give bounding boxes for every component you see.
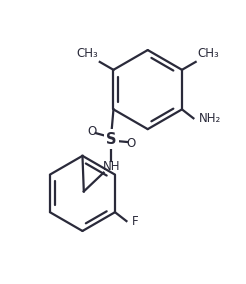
Text: F: F <box>131 215 138 227</box>
Text: O: O <box>87 125 96 138</box>
Text: CH₃: CH₃ <box>198 47 219 60</box>
Text: NH: NH <box>103 160 120 173</box>
Text: S: S <box>106 131 117 147</box>
Text: NH₂: NH₂ <box>199 112 222 125</box>
Text: O: O <box>127 137 136 151</box>
Text: CH₃: CH₃ <box>76 47 98 60</box>
